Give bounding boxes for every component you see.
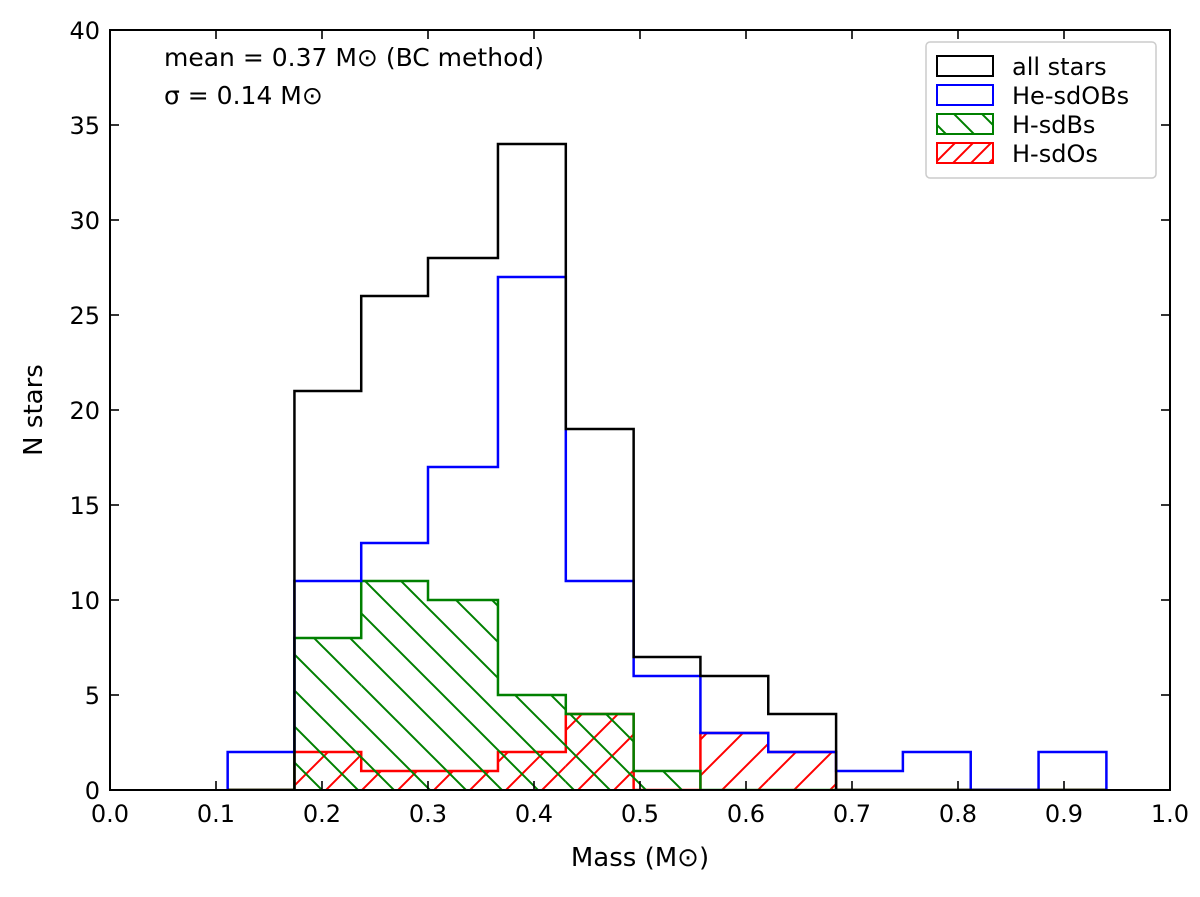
series-he-sdobs (226, 275, 1108, 790)
legend-swatch-all-stars (936, 55, 994, 77)
x-tick-label: 0.8 (939, 800, 977, 828)
annotation-sigma: σ = 0.14 M⊙ (164, 81, 323, 110)
x-tick-label: 0.4 (515, 800, 553, 828)
y-axis-ticks: 0 5 10 15 20 25 30 35 40 (69, 17, 1170, 805)
h-sdbs-bar-fill (633, 771, 701, 790)
y-tick-label: 20 (69, 397, 100, 425)
y-axis-label: N stars (19, 364, 49, 456)
y-tick-label: 0 (85, 777, 100, 805)
h-sdbs-bar-fill (565, 714, 634, 790)
h-sdos-bar-fill (700, 733, 769, 790)
x-tick-label: 0.5 (621, 800, 659, 828)
legend-label-all-stars: all stars (1012, 53, 1107, 81)
h-sdbs-step-outline (227, 579, 1107, 790)
h-sdbs-bar-fill (428, 600, 498, 790)
y-tick-label: 40 (69, 17, 100, 45)
y-tick-label: 35 (69, 112, 100, 140)
x-tick-label: 0.7 (833, 800, 871, 828)
h-sdbs-bar-fill (294, 638, 362, 790)
legend-swatch-he-sdobs (936, 84, 994, 106)
x-tick-label: 0.1 (197, 800, 235, 828)
legend-label-he-sdobs: He-sdOBs (1012, 82, 1129, 110)
y-tick-label: 10 (69, 587, 100, 615)
h-sdbs-bar-fill (361, 581, 428, 790)
legend-swatch-h-sdbs (936, 113, 994, 135)
legend-label-h-sdbs: H-sdBs (1012, 111, 1095, 139)
h-sdos-bar-fill (768, 752, 837, 790)
x-tick-label: 0.0 (91, 800, 129, 828)
legend-swatch-h-sdos (936, 142, 994, 164)
y-tick-label: 30 (69, 207, 100, 235)
series-h-sdbs (227, 579, 1107, 790)
x-tick-label: 0.6 (727, 800, 765, 828)
annotation-mean: mean = 0.37 M⊙ (BC method) (164, 43, 544, 72)
plot-frame (109, 29, 1171, 791)
x-tick-label: 1.0 (1151, 800, 1189, 828)
x-tick-label: 0.9 (1045, 800, 1083, 828)
y-tick-label: 25 (69, 302, 100, 330)
y-tick-label: 15 (69, 492, 100, 520)
legend-label-h-sdos: H-sdOs (1012, 140, 1098, 168)
h-sdbs-bar-fill (497, 695, 566, 790)
series-all-stars (227, 142, 1107, 790)
x-tick-label: 0.3 (409, 800, 447, 828)
histogram-bars (226, 142, 1108, 790)
x-axis-label: Mass (M⊙) (571, 843, 709, 873)
all-stars-step-outline (227, 142, 1107, 790)
y-tick-label: 5 (85, 682, 100, 710)
he-sdobs-step-outline (226, 275, 1108, 790)
legend: all stars He-sdOBs H-sdBs H-sdOs (925, 41, 1157, 179)
x-tick-label: 0.2 (303, 800, 341, 828)
